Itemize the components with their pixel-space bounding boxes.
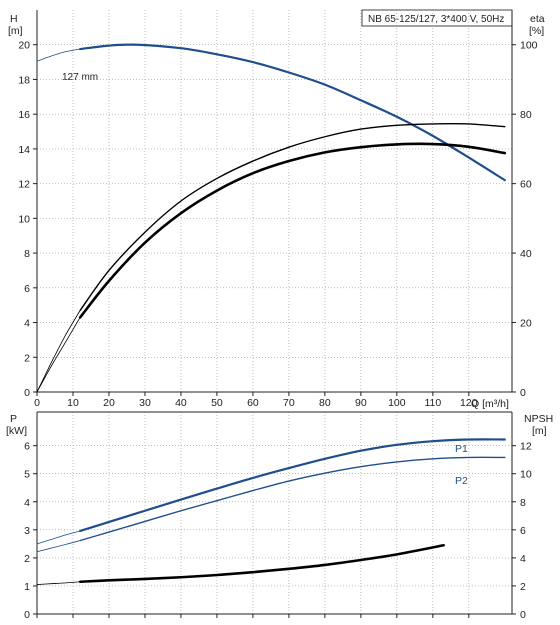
top-yright-tick-label-0: 0 bbox=[520, 387, 526, 399]
bottom-series-4-line bbox=[78, 543, 445, 584]
x-tick-label-120: 120 bbox=[460, 397, 478, 409]
top-left-axis-title: H bbox=[10, 13, 18, 25]
bottom-yleft-tick-label-0: 0 bbox=[24, 609, 30, 621]
top-yleft-tick-label-10: 10 bbox=[18, 213, 30, 225]
x-tick-label-40: 40 bbox=[175, 397, 187, 409]
bottom-right-axis-title: NPSH bbox=[524, 413, 553, 425]
top-yleft-tick-label-4: 4 bbox=[24, 318, 30, 330]
top-yleft-tick-label-14: 14 bbox=[18, 144, 30, 156]
top-series-3-line bbox=[36, 309, 81, 393]
bottom-series-2-line bbox=[79, 456, 506, 542]
chart-title-box: NB 65-125/127, 3*400 V, 50Hz bbox=[361, 9, 513, 27]
x-tick-label-0: 0 bbox=[34, 397, 40, 409]
bottom-yleft-tick-label-1: 1 bbox=[24, 581, 30, 593]
x-axis-label: Q [m³/h] bbox=[471, 398, 509, 410]
chart-title: NB 65-125/127, 3*400 V, 50Hz bbox=[368, 14, 504, 25]
bottom-yright-tick-label-10: 10 bbox=[520, 469, 532, 481]
top-series-5-line bbox=[36, 316, 81, 393]
top-yleft-tick-label-2: 2 bbox=[24, 352, 30, 364]
top-left-axis-unit: [m] bbox=[8, 25, 23, 37]
top-yright-tick-label-80: 80 bbox=[520, 109, 532, 121]
bottom-yright-tick-label-2: 2 bbox=[520, 581, 526, 593]
bottom-series-5-line bbox=[36, 581, 81, 585]
x-tick-label-20: 20 bbox=[103, 397, 115, 409]
top-series-1-line bbox=[36, 48, 81, 62]
bottom-yright-tick-label-12: 12 bbox=[520, 441, 532, 453]
bottom-series-0-line bbox=[79, 438, 506, 533]
bottom-yright-tick-label-4: 4 bbox=[520, 553, 526, 565]
top-yright-tick-label-20: 20 bbox=[520, 318, 532, 330]
x-tick-label-100: 100 bbox=[388, 397, 406, 409]
top-yleft-tick-label-18: 18 bbox=[18, 74, 30, 86]
series-label-p1: P1 bbox=[455, 443, 468, 455]
bottom-yleft-tick-label-5: 5 bbox=[24, 469, 30, 481]
x-tick-label-90: 90 bbox=[355, 397, 367, 409]
bottom-right-axis-unit: [m] bbox=[532, 425, 547, 437]
bottom-yleft-tick-label-6: 6 bbox=[24, 441, 30, 453]
bottom-yright-tick-label-0: 0 bbox=[520, 609, 526, 621]
bottom-yright-tick-label-8: 8 bbox=[520, 497, 526, 509]
top-yright-tick-label-60: 60 bbox=[520, 179, 532, 191]
bottom-yleft-tick-label-3: 3 bbox=[24, 525, 30, 537]
top-right-axis-title: eta bbox=[530, 13, 545, 25]
top-series-4-line bbox=[78, 142, 507, 319]
top-yleft-tick-label-16: 16 bbox=[18, 109, 30, 121]
bottom-left-axis-unit: [kW] bbox=[6, 425, 27, 437]
bottom-yright-tick-label-6: 6 bbox=[520, 525, 526, 537]
x-tick-label-60: 60 bbox=[247, 397, 259, 409]
x-tick-label-50: 50 bbox=[211, 397, 223, 409]
top-yleft-tick-label-8: 8 bbox=[24, 248, 30, 260]
x-tick-label-30: 30 bbox=[139, 397, 151, 409]
top-yleft-tick-label-6: 6 bbox=[24, 283, 30, 295]
top-yright-tick-label-100: 100 bbox=[520, 40, 538, 52]
x-tick-label-10: 10 bbox=[67, 397, 79, 409]
top-series-0-line bbox=[79, 43, 506, 182]
bottom-left-axis-title: P bbox=[10, 413, 17, 425]
top-series-2-line bbox=[79, 122, 506, 312]
top-yright-tick-label-40: 40 bbox=[520, 248, 532, 260]
top-yleft-tick-label-12: 12 bbox=[18, 179, 30, 191]
x-tick-label-70: 70 bbox=[283, 397, 295, 409]
chart-plot-layer: 0 10 20 30 40 50 60 70 80 90 100 110 120024681012141… bbox=[18, 10, 538, 621]
top-yleft-tick-label-20: 20 bbox=[18, 40, 30, 52]
bottom-series-1-line bbox=[36, 530, 81, 545]
series-label-p2: P2 bbox=[455, 475, 468, 487]
bottom-yleft-tick-label-2: 2 bbox=[24, 553, 30, 565]
x-tick-label-110: 110 bbox=[424, 397, 441, 409]
bottom-series-3-line bbox=[36, 540, 81, 553]
impeller-diameter-label: 127 mm bbox=[62, 72, 98, 83]
top-yleft-tick-label-0: 0 bbox=[24, 387, 30, 399]
bottom-yleft-tick-label-4: 4 bbox=[24, 497, 30, 509]
x-tick-label-80: 80 bbox=[319, 397, 331, 409]
top-right-axis-unit: [%] bbox=[529, 25, 544, 37]
